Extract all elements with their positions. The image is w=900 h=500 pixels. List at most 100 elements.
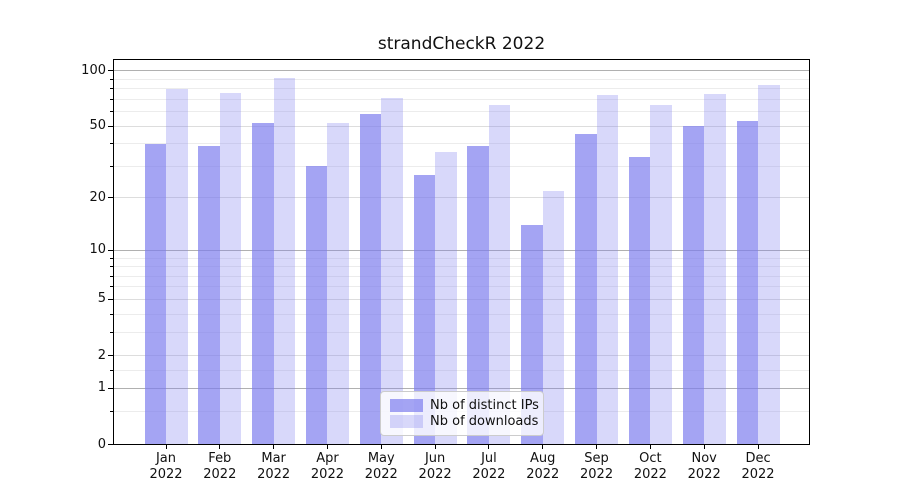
y-minor-tick-mark [110, 143, 113, 145]
y-tick-label: 50 [89, 118, 106, 134]
y-tick-label: 0 [97, 436, 106, 452]
bar-distinct-ips-may [359, 114, 382, 445]
x-tick-year: 2022 [472, 467, 506, 482]
y-tick-mark [108, 355, 113, 357]
bar-distinct-ips-jun [413, 174, 436, 445]
y-minor-tick-mark [110, 257, 113, 259]
gridline-minor [114, 313, 809, 315]
gridline-minor [114, 78, 809, 80]
y-minor-tick-mark [110, 369, 113, 371]
y-tick-mark [108, 444, 113, 445]
bar-downloads-oct [650, 105, 672, 445]
bar-downloads-apr [327, 122, 349, 445]
legend-label-downloads: Nb of downloads [430, 414, 539, 429]
x-tick-year: 2022 [526, 467, 560, 482]
bar-downloads-jun [435, 152, 457, 445]
legend: Nb of distinct IPs Nb of downloads [380, 391, 544, 436]
x-tick-mark [703, 445, 705, 449]
bar-downloads-feb [219, 92, 242, 445]
gridline-minor [114, 257, 809, 259]
x-tick-month: Mar [261, 451, 286, 466]
x-tick-label: Jul 2022 [457, 451, 521, 483]
bar-distinct-ips-nov [682, 126, 705, 445]
x-tick-year: 2022 [203, 467, 237, 482]
gridline-major [114, 197, 809, 199]
bar-distinct-ips-oct [628, 156, 651, 445]
x-tick-label: Apr 2022 [295, 451, 359, 483]
gridline-minor [114, 331, 809, 333]
x-tick-month: Nov [691, 451, 717, 466]
bar-distinct-ips-mar [252, 122, 274, 445]
bar-downloads-jan [166, 88, 188, 445]
x-tick-mark [488, 445, 490, 449]
x-tick-mark [434, 445, 436, 449]
y-tick-label: 5 [97, 291, 106, 307]
gridline-major [114, 298, 809, 300]
y-tick-label: 2 [97, 347, 106, 363]
bar-downloads-mar [273, 78, 296, 445]
y-minor-tick-mark [110, 275, 113, 277]
x-tick-label: Sep 2022 [565, 451, 629, 483]
x-tick-year: 2022 [418, 467, 452, 482]
x-tick-month: Jun [424, 451, 446, 466]
y-tick-mark [108, 298, 113, 300]
x-tick-year: 2022 [687, 467, 721, 482]
legend-label-distinct-ips: Nb of distinct IPs [430, 398, 539, 413]
bar-downloads-nov [704, 93, 726, 445]
x-tick-year: 2022 [580, 467, 614, 482]
x-tick-month: Jan [155, 451, 177, 466]
bar-distinct-ips-jul [467, 145, 489, 445]
bar-downloads-dec [758, 84, 780, 445]
x-tick-label: May 2022 [349, 451, 413, 483]
x-tick-mark [219, 445, 221, 449]
x-tick-mark [165, 445, 167, 449]
x-tick-label: Feb 2022 [188, 451, 252, 483]
x-tick-year: 2022 [364, 467, 398, 482]
bar-distinct-ips-aug [521, 225, 543, 445]
x-tick-year: 2022 [149, 467, 183, 482]
chart-title: strandCheckR 2022 [377, 34, 546, 54]
y-tick-mark [108, 125, 113, 127]
gridline-major [114, 249, 809, 251]
x-tick-year: 2022 [633, 467, 667, 482]
gridline-major [114, 355, 809, 357]
x-tick-year: 2022 [310, 467, 344, 482]
gridline-minor [114, 111, 809, 113]
bar-distinct-ips-dec [736, 121, 759, 445]
x-tick-month: Oct [639, 451, 662, 466]
bar-distinct-ips-feb [198, 145, 220, 445]
legend-entry-downloads: Nb of downloads [390, 414, 538, 429]
legend-entry-distinct-ips: Nb of distinct IPs [390, 398, 539, 413]
x-tick-month: May [367, 451, 395, 466]
x-tick-mark [542, 445, 544, 449]
y-minor-tick-mark [110, 266, 113, 268]
gridline-minor [114, 275, 809, 277]
x-tick-month: Sep [584, 451, 609, 466]
x-tick-label: Dec 2022 [726, 451, 790, 483]
x-tick-month: Feb [208, 451, 232, 466]
legend-swatch-downloads [390, 415, 423, 428]
gridline-minor [114, 369, 809, 371]
gridline-minor [114, 98, 809, 100]
y-minor-tick-mark [110, 313, 113, 315]
x-tick-year: 2022 [257, 467, 291, 482]
x-tick-month: Aug [530, 451, 556, 466]
x-tick-mark [326, 445, 328, 449]
x-tick-month: Jul [481, 451, 497, 466]
gridline-major [114, 387, 809, 389]
y-minor-tick-mark [110, 286, 113, 288]
x-tick-mark [649, 445, 651, 449]
gridline-minor [114, 143, 809, 145]
bar-distinct-ips-sep [575, 134, 597, 445]
gridline-major [114, 125, 809, 127]
x-tick-label: Nov 2022 [672, 451, 736, 483]
y-tick-label: 100 [81, 62, 106, 78]
gridline-minor [114, 165, 809, 167]
y-minor-tick-mark [110, 88, 113, 90]
y-minor-tick-mark [110, 165, 113, 167]
bar-distinct-ips-apr [305, 166, 328, 445]
bar-downloads-aug [542, 190, 565, 445]
y-tick-mark [108, 197, 113, 199]
y-tick-mark [108, 70, 113, 72]
